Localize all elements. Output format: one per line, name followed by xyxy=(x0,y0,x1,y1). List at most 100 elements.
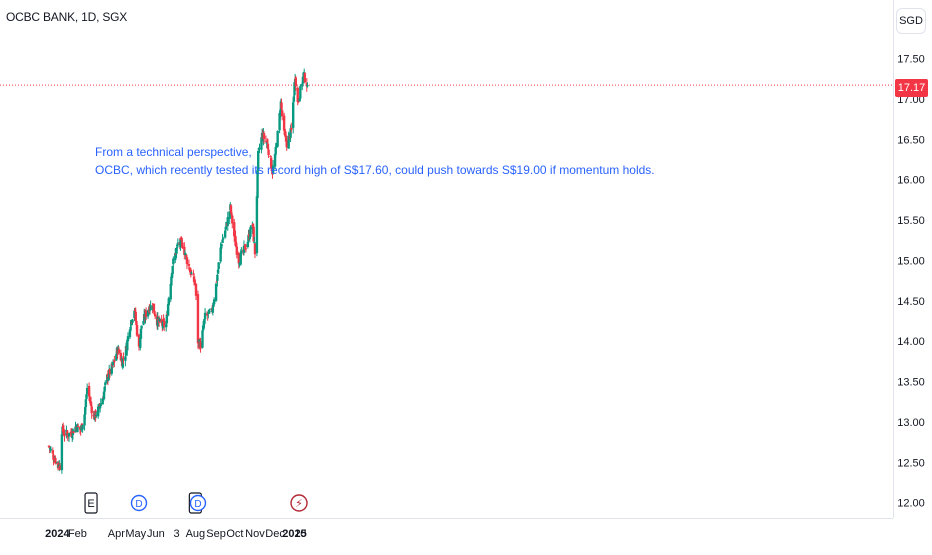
price-axis: 12.00 12.50 13.00 13.50 14.00 14.50 15.00 15.50… xyxy=(893,0,925,518)
time-tick-label: Apr xyxy=(108,528,125,540)
candle xyxy=(192,269,195,276)
candle xyxy=(108,368,112,379)
flash-event-icon[interactable]: ⚡ xyxy=(290,494,308,512)
candle xyxy=(121,358,124,370)
candle xyxy=(242,240,246,256)
candle xyxy=(160,315,163,326)
annotation-line-1: From a technical perspective, xyxy=(95,145,252,159)
svg-text:E: E xyxy=(87,498,94,510)
candle xyxy=(124,342,128,361)
candle xyxy=(253,236,256,244)
candle xyxy=(292,95,296,103)
candle xyxy=(60,430,64,474)
time-tick-label: 10 xyxy=(294,528,306,540)
candle xyxy=(296,86,299,106)
time-tick-label: Nov xyxy=(245,528,265,540)
candle xyxy=(267,148,270,158)
time-tick-label: May xyxy=(125,528,146,540)
ticker-label: OCBC BANK, 1D, SGX xyxy=(6,10,128,24)
candle xyxy=(117,346,121,355)
candle xyxy=(61,422,65,436)
candle xyxy=(266,138,270,151)
price-tick-label: 16.00 xyxy=(897,175,925,187)
candle xyxy=(290,122,293,133)
price-tick-label: 13.50 xyxy=(897,377,925,389)
candle xyxy=(217,262,220,274)
candle xyxy=(67,432,71,443)
candle xyxy=(129,324,132,334)
candle xyxy=(153,307,156,316)
candle xyxy=(185,254,189,270)
candle xyxy=(183,242,186,260)
candle xyxy=(199,337,202,353)
candle xyxy=(188,266,191,272)
price-tick-label: 14.00 xyxy=(897,336,925,348)
candle xyxy=(72,430,75,434)
candle xyxy=(48,445,51,454)
candle xyxy=(179,236,183,240)
candle xyxy=(258,143,261,154)
candle xyxy=(208,308,211,314)
price-tick-label: 14.50 xyxy=(897,296,925,308)
candle xyxy=(172,256,175,268)
candle xyxy=(84,406,87,420)
currency-button[interactable]: SGD xyxy=(896,8,926,34)
candle xyxy=(262,131,266,144)
candle xyxy=(174,247,177,264)
candle xyxy=(122,352,125,364)
time-tick-label: Oct xyxy=(226,528,243,540)
candles-layer xyxy=(0,68,893,474)
candle xyxy=(163,317,166,332)
candle xyxy=(271,160,275,175)
candle xyxy=(58,462,62,471)
candle xyxy=(306,82,309,88)
candle xyxy=(234,230,237,246)
candle xyxy=(131,318,134,326)
candle xyxy=(194,283,198,300)
candle xyxy=(144,307,148,321)
dividend-event-icon[interactable]: D xyxy=(189,494,207,512)
candle xyxy=(216,273,219,287)
candle xyxy=(104,380,107,391)
candle xyxy=(255,191,259,257)
dividend-event-icon[interactable]: D xyxy=(130,494,148,512)
candle xyxy=(237,251,240,269)
candle xyxy=(49,446,53,452)
candle xyxy=(130,319,133,328)
candle xyxy=(111,359,115,369)
candle xyxy=(137,333,141,351)
candle xyxy=(126,332,130,346)
candle xyxy=(140,325,143,334)
candle xyxy=(305,78,309,92)
candle xyxy=(165,310,169,327)
candle xyxy=(167,296,170,307)
candle xyxy=(293,81,296,97)
price-tick-label: 17.50 xyxy=(897,54,925,66)
candle xyxy=(170,273,174,282)
candle xyxy=(139,328,143,342)
candle xyxy=(205,311,209,316)
candle xyxy=(103,385,106,396)
candle xyxy=(187,259,191,268)
candle xyxy=(139,338,142,351)
candle xyxy=(234,240,238,248)
candle xyxy=(299,84,302,100)
candle xyxy=(76,423,79,433)
candle xyxy=(257,150,260,176)
candle xyxy=(294,75,297,91)
candle xyxy=(212,297,216,306)
svg-text:D: D xyxy=(135,499,142,510)
candle xyxy=(231,214,234,229)
chart-annotation: From a technical perspective, OCBC, whic… xyxy=(95,143,655,179)
candle xyxy=(256,167,259,204)
time-tick-label: 2024 xyxy=(45,528,70,540)
candle xyxy=(99,398,102,407)
candle xyxy=(85,383,89,400)
candle xyxy=(193,279,196,285)
candle xyxy=(158,317,161,323)
earnings-event-icon[interactable]: E xyxy=(84,492,98,514)
time-tick-label: 3 xyxy=(174,528,180,540)
candle xyxy=(222,236,225,241)
